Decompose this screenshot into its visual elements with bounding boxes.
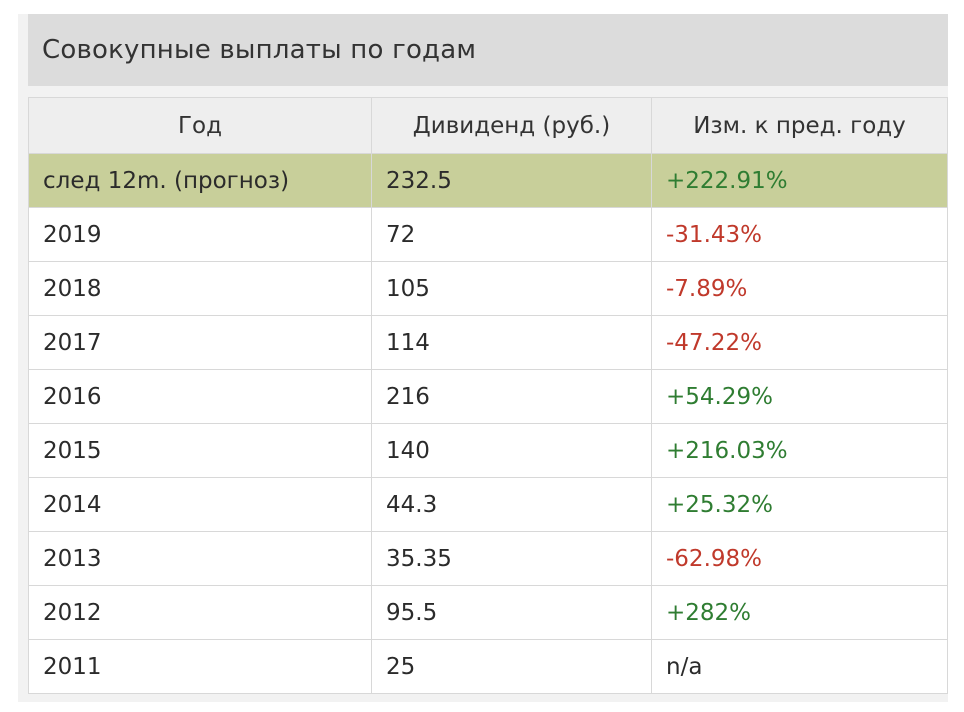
- cell-year: 2019: [28, 207, 372, 262]
- cell-change: +216.03%: [651, 423, 948, 478]
- table-row: 2014 44.3 +25.32%: [28, 477, 948, 532]
- cell-change: -47.22%: [651, 315, 948, 370]
- cell-year: 2014: [28, 477, 372, 532]
- cell-change: -31.43%: [651, 207, 948, 262]
- cell-change: +282%: [651, 585, 948, 640]
- panel-title: Совокупные выплаты по годам: [42, 35, 477, 65]
- cell-dividend: 105: [371, 261, 652, 316]
- cell-dividend: 72: [371, 207, 652, 262]
- column-header-dividend: Дивиденд (руб.): [371, 97, 652, 154]
- cell-change: +54.29%: [651, 369, 948, 424]
- table-row: 2019 72 -31.43%: [28, 207, 948, 262]
- dividends-table: Год Дивиденд (руб.) Изм. к пред. году сл…: [28, 97, 948, 694]
- table-row-forecast: след 12m. (прогноз) 232.5 +222.91%: [28, 153, 948, 208]
- cell-year: 2011: [28, 639, 372, 694]
- cell-dividend: 25: [371, 639, 652, 694]
- table-header-row: Год Дивиденд (руб.) Изм. к пред. году: [28, 97, 948, 154]
- cell-year: 2013: [28, 531, 372, 586]
- cell-year: 2017: [28, 315, 372, 370]
- cell-dividend: 232.5: [371, 153, 652, 208]
- cell-dividend: 114: [371, 315, 652, 370]
- cell-year: 2015: [28, 423, 372, 478]
- cell-change: n/a: [651, 639, 948, 694]
- table-row: 2011 25 n/a: [28, 639, 948, 694]
- table-row: 2015 140 +216.03%: [28, 423, 948, 478]
- cell-change: +222.91%: [651, 153, 948, 208]
- cell-year: 2012: [28, 585, 372, 640]
- cell-dividend: 35.35: [371, 531, 652, 586]
- table-row: 2017 114 -47.22%: [28, 315, 948, 370]
- column-header-change: Изм. к пред. году: [651, 97, 948, 154]
- cell-year: 2016: [28, 369, 372, 424]
- cell-dividend: 216: [371, 369, 652, 424]
- table-row: 2013 35.35 -62.98%: [28, 531, 948, 586]
- table-row: 2012 95.5 +282%: [28, 585, 948, 640]
- cell-dividend: 44.3: [371, 477, 652, 532]
- cell-change: +25.32%: [651, 477, 948, 532]
- table-row: 2018 105 -7.89%: [28, 261, 948, 316]
- cell-dividend: 95.5: [371, 585, 652, 640]
- panel-header: Совокупные выплаты по годам: [28, 14, 948, 86]
- table-row: 2016 216 +54.29%: [28, 369, 948, 424]
- column-header-year: Год: [28, 97, 372, 154]
- cell-change: -62.98%: [651, 531, 948, 586]
- cell-year: след 12m. (прогноз): [28, 153, 372, 208]
- cell-change: -7.89%: [651, 261, 948, 316]
- cell-dividend: 140: [371, 423, 652, 478]
- cell-year: 2018: [28, 261, 372, 316]
